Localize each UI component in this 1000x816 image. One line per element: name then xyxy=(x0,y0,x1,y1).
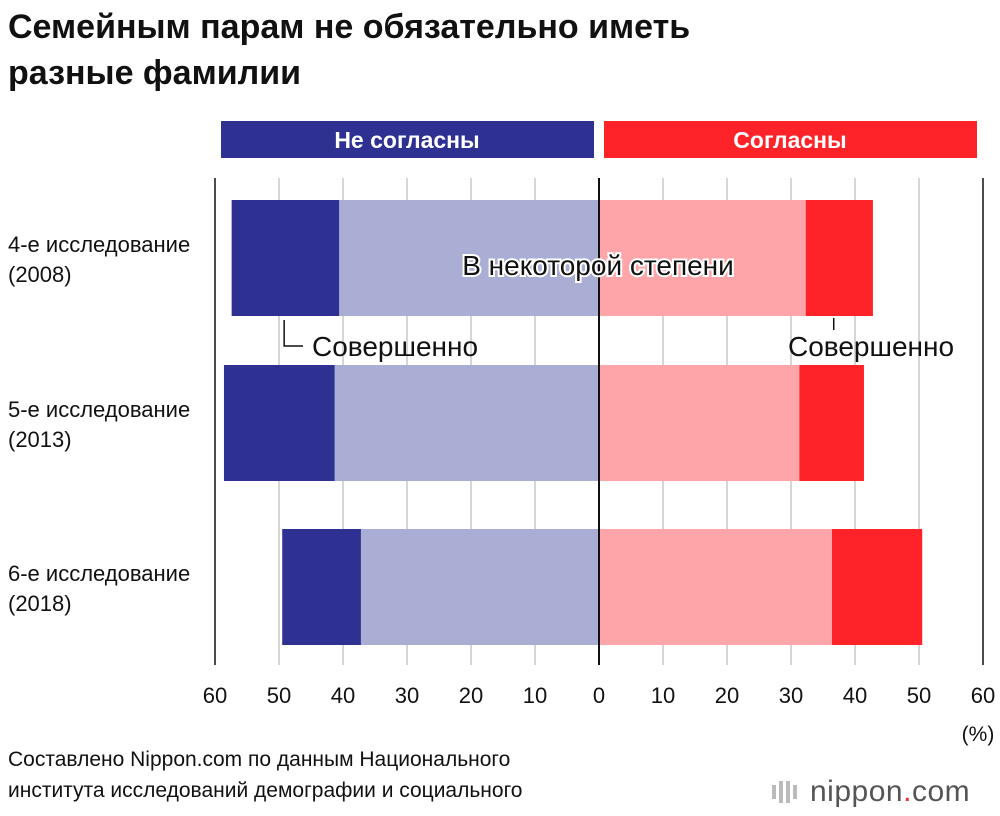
x-tick-label-0: 60 xyxy=(203,683,227,708)
bar-disagree-some-2 xyxy=(360,529,599,645)
bar-agree-some-2 xyxy=(599,529,832,645)
bar-agree-strong-2 xyxy=(831,529,923,645)
category-label-1-line-1: 5-е исследование xyxy=(8,397,190,422)
bar-disagree-some-0 xyxy=(339,200,599,316)
category-label-0-line-1: 4-е исследование xyxy=(8,232,190,257)
source-note: Составлено Nippon.com по данным Национал… xyxy=(8,744,522,806)
logo-name: nippon xyxy=(810,775,904,808)
x-tick-label-11: 50 xyxy=(907,683,931,708)
x-tick-label-3: 30 xyxy=(395,683,419,708)
nippon-logo-text: nippon.com xyxy=(810,775,970,809)
category-label-0-line-2: (2008) xyxy=(8,262,72,287)
x-tick-label-5: 10 xyxy=(523,683,547,708)
nippon-logo-mark-icon xyxy=(772,781,797,803)
nippon-logo: nippon.com xyxy=(770,775,970,809)
x-tick-label-2: 40 xyxy=(331,683,355,708)
annotation-somewhat: В некоторой степени xyxy=(462,250,734,281)
category-label-2-line-1: 6-е исследование xyxy=(8,561,190,586)
bar-agree-some-1 xyxy=(599,365,800,481)
bar-disagree-some-1 xyxy=(334,365,599,481)
x-tick-label-9: 30 xyxy=(779,683,803,708)
logo-dot: . xyxy=(903,775,912,808)
bar-disagree-strong-1 xyxy=(223,365,335,481)
source-line-2: института исследований демографии и соци… xyxy=(8,779,523,802)
x-tick-label-6: 0 xyxy=(593,683,605,708)
x-tick-label-10: 40 xyxy=(843,683,867,708)
legend-disagree-swatch xyxy=(221,121,594,158)
bar-agree-strong-1 xyxy=(799,365,864,481)
legend-agree-swatch xyxy=(604,121,977,158)
bar-agree-some-0 xyxy=(599,200,806,316)
logo-tld: com xyxy=(911,775,971,808)
legend-disagree-label: Не согласны xyxy=(334,127,479,153)
source-line-1: Составлено Nippon.com по данным Национал… xyxy=(8,748,511,771)
category-label-2-line-2: (2018) xyxy=(8,591,72,616)
x-axis-unit: (%) xyxy=(962,723,995,746)
category-label-1-line-2: (2013) xyxy=(8,427,72,452)
x-tick-label-8: 20 xyxy=(715,683,739,708)
chart-title-line-1: Семейным парам не обязательно иметь xyxy=(8,8,691,46)
bar-disagree-strong-0 xyxy=(231,200,340,316)
annotation-strongly-left: Совершенно xyxy=(312,331,478,362)
x-tick-label-7: 10 xyxy=(651,683,675,708)
chart-title: Семейным парам не обязательно иметь разн… xyxy=(8,4,988,96)
annotation-strongly-left-leader xyxy=(283,320,303,347)
annotation-strongly-right: Совершенно xyxy=(788,331,954,362)
legend-agree-label: Согласны xyxy=(733,127,846,153)
chart-title-line-2: разные фамилии xyxy=(8,54,302,92)
x-tick-label-1: 50 xyxy=(267,683,291,708)
x-tick-label-4: 20 xyxy=(459,683,483,708)
x-tick-label-12: 60 xyxy=(971,683,995,708)
bar-agree-strong-0 xyxy=(805,200,873,316)
bar-disagree-strong-2 xyxy=(282,529,361,645)
